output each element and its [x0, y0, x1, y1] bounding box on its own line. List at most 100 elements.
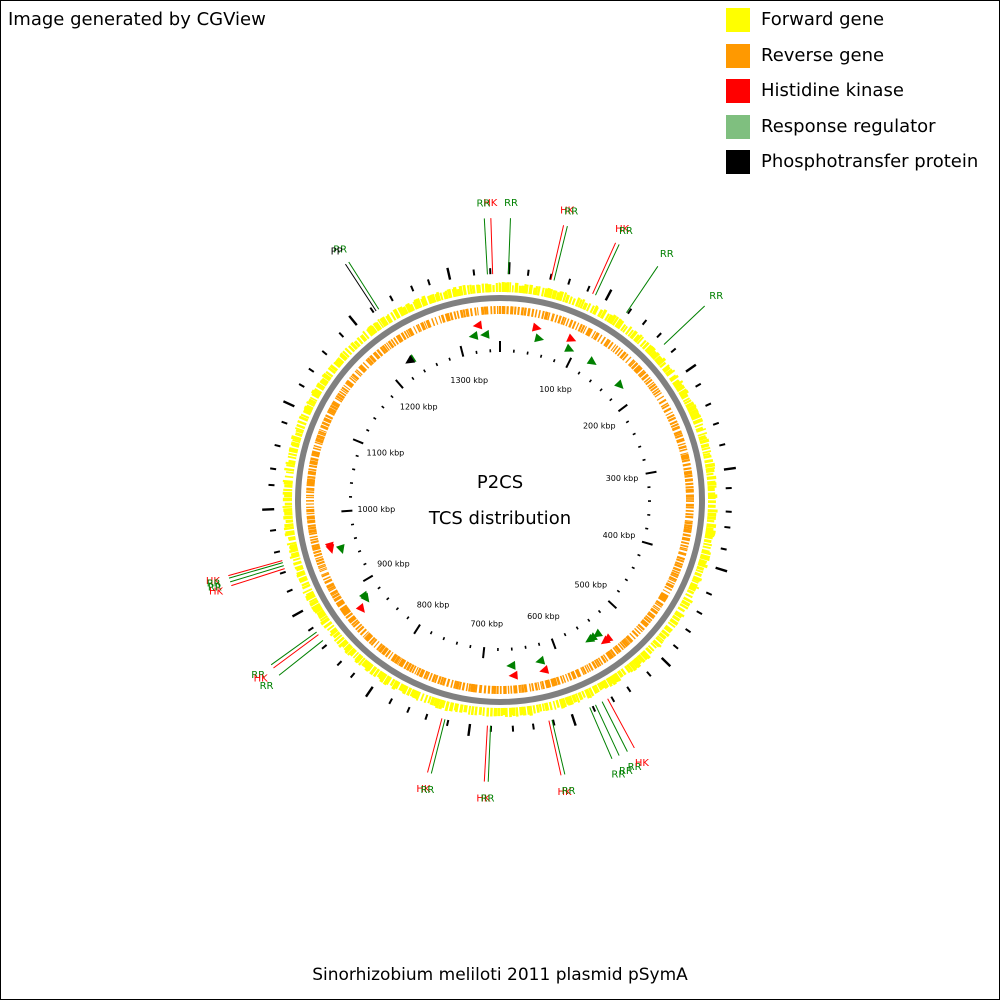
rr-callout-label: RR — [562, 786, 576, 797]
reverse-gene-mark — [308, 468, 317, 472]
reverse-gene-mark — [650, 607, 659, 614]
forward-gene-mark — [650, 642, 657, 649]
forward-gene-mark — [707, 480, 716, 484]
rr-callout-line — [430, 719, 446, 774]
rr-callout-label: RR — [504, 198, 518, 209]
forward-gene-mark — [367, 664, 374, 672]
reverse-gene-mark — [575, 322, 580, 331]
reverse-gene-mark — [347, 615, 355, 622]
forward-gene-mark — [284, 475, 294, 479]
reverse-gene-mark — [323, 417, 332, 423]
rr-callout-line — [551, 719, 566, 775]
reverse-gene-mark — [390, 338, 397, 347]
forward-gene-mark — [433, 697, 439, 707]
hk-callout-label: HK — [557, 787, 572, 798]
outer-tick — [336, 660, 343, 667]
reverse-gene-mark — [679, 546, 688, 550]
reverse-gene-mark — [685, 486, 694, 489]
reverse-gene-mark — [387, 340, 395, 349]
legend-label: Forward gene — [761, 9, 885, 30]
forward-gene-mark — [524, 284, 529, 294]
scale-tick-label: 900 kbp — [377, 559, 410, 568]
reverse-gene-mark — [679, 548, 688, 552]
forward-gene-mark — [289, 554, 300, 560]
forward-gene-mark — [602, 679, 610, 688]
reverse-gene-mark — [685, 482, 694, 486]
reverse-gene-mark — [308, 532, 318, 536]
reverse-gene-mark — [645, 615, 653, 622]
reverse-gene-mark — [357, 625, 365, 633]
rr-feature-marker — [564, 343, 575, 352]
forward-gene-mark — [375, 321, 383, 331]
forward-gene-mark — [305, 592, 316, 600]
rr-callout-line — [487, 725, 492, 782]
forward-gene-mark — [339, 352, 348, 361]
hk-callout-line — [548, 720, 562, 776]
inner-scale-ring: 100 kbp 200 kbp 300 kbp 400 kbp 500 kbp 600 k… — [341, 341, 657, 659]
reverse-gene-mark — [325, 414, 334, 420]
reverse-gene-mark — [313, 552, 323, 558]
forward-gene-mark — [292, 560, 302, 566]
reverse-gene-mark — [626, 635, 634, 643]
forward-gene-mark — [702, 545, 711, 550]
reverse-gene-mark — [372, 352, 380, 360]
scale-minor-tick — [552, 358, 556, 363]
reverse-gene-mark — [478, 684, 482, 694]
reverse-gene-mark — [534, 309, 538, 318]
forward-gene-mark — [634, 334, 643, 343]
scale-minor-tick — [577, 371, 581, 375]
reverse-gene-mark — [336, 600, 345, 607]
reverse-gene-mark — [437, 675, 442, 685]
forward-gene-mark — [333, 634, 343, 642]
forward-gene-mark — [471, 285, 476, 294]
scale-major-tick — [550, 638, 557, 650]
forward-gene-mark — [707, 512, 717, 517]
forward-gene-mark — [705, 468, 715, 473]
forward-gene-mark — [564, 697, 569, 705]
forward-gene-mark — [326, 624, 335, 631]
reverse-gene-mark — [513, 685, 515, 694]
reverse-gene-mark — [595, 658, 602, 667]
forward-gene-mark — [562, 292, 568, 303]
forward-gene-mark — [663, 625, 672, 634]
forward-gene-mark — [420, 298, 426, 307]
forward-gene-mark — [401, 684, 407, 693]
outer-tick — [406, 706, 411, 714]
forward-gene-mark — [300, 413, 310, 419]
forward-gene-mark — [288, 537, 296, 542]
forward-gene-mark — [284, 531, 295, 537]
hk-callout-line — [550, 225, 565, 280]
reverse-gene-mark — [670, 571, 680, 577]
outer-tick — [526, 269, 530, 276]
reverse-gene-mark — [470, 683, 473, 692]
rr-callout-label: RR — [481, 794, 495, 805]
forward-gene-mark — [442, 291, 448, 300]
reverse-gene-mark — [657, 596, 666, 603]
forward-gene-mark — [707, 515, 717, 521]
scale-minor-tick — [455, 641, 459, 645]
reverse-gene-mark — [312, 447, 322, 451]
reverse-gene-mark — [400, 659, 407, 668]
reverse-gene-mark — [335, 394, 344, 402]
forward-gene-mark — [476, 284, 481, 294]
outer-tick — [670, 347, 677, 354]
forward-gene-mark — [359, 334, 368, 343]
hk-feature-marker — [508, 670, 518, 680]
reverse-gene-mark — [409, 327, 415, 336]
outer-tick — [349, 672, 356, 679]
scale-tick-label: 400 kbp — [603, 531, 636, 540]
forward-gene-mark — [571, 694, 578, 703]
forward-gene-mark — [671, 614, 681, 622]
reverse-gene-mark — [425, 320, 431, 329]
reverse-gene-mark — [319, 428, 327, 433]
forward-gene-mark — [336, 357, 345, 365]
reverse-gene-mark — [591, 330, 597, 339]
forward-gene-mark — [686, 589, 695, 595]
rr-callout-line — [553, 226, 568, 281]
forward-gene-mark — [286, 464, 295, 468]
reverse-gene-mark — [308, 530, 317, 534]
reverse-gene-mark — [571, 670, 577, 680]
scale-minor-tick — [386, 597, 390, 601]
forward-gene-mark — [358, 657, 366, 666]
forward-gene-mark — [332, 631, 341, 639]
